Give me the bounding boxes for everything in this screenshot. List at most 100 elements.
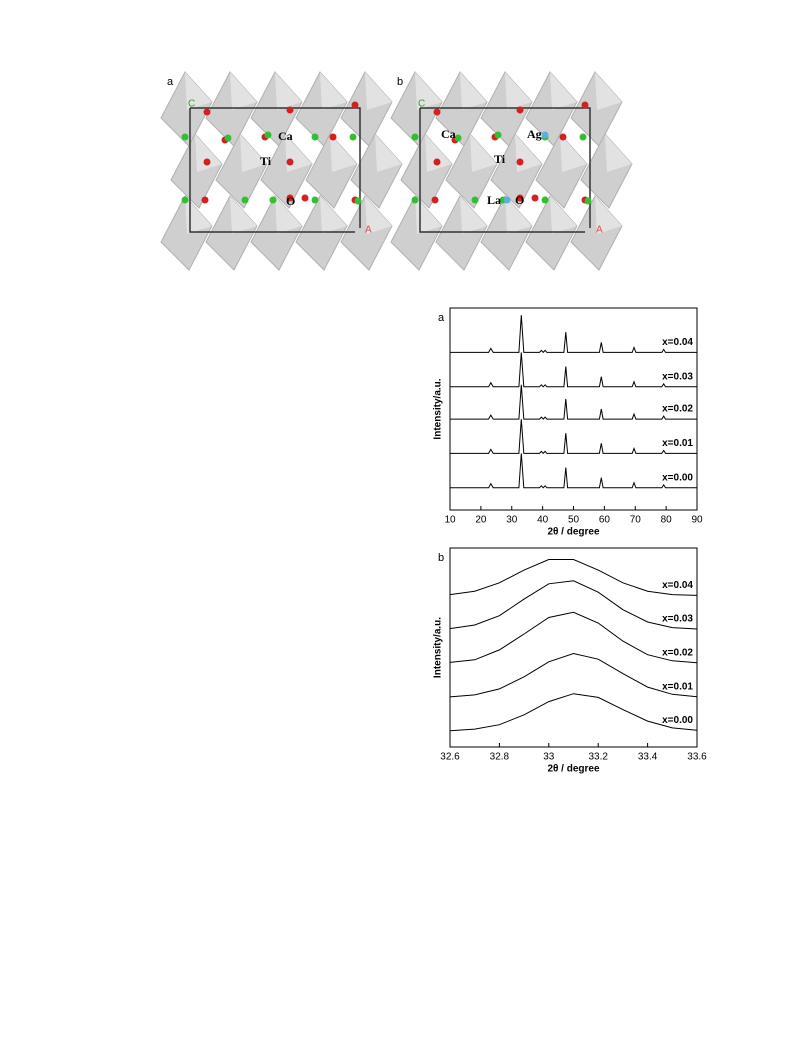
x-tick-label: 20: [475, 515, 487, 526]
calcium-atom: [349, 133, 357, 141]
oxygen-atom: [286, 194, 294, 202]
atom-label: La: [487, 193, 501, 207]
axis-label: A: [596, 225, 603, 236]
series-label: x=0.03: [662, 614, 693, 625]
series-label: x=0.00: [662, 715, 693, 726]
panel-label: a: [167, 76, 174, 88]
axis-label: A: [365, 225, 372, 236]
oxygen-atom: [516, 158, 524, 166]
octahedron-face: [460, 72, 487, 110]
octahedron-face: [230, 72, 257, 110]
panel-label: a: [438, 312, 445, 324]
octahedron-face: [330, 134, 357, 172]
calcium-atom: [311, 133, 319, 141]
oxygen-atom: [201, 196, 209, 204]
octahedron-face: [425, 134, 452, 172]
line-series: [449, 611, 698, 664]
oxygen-atom: [431, 196, 439, 204]
series-label: x=0.04: [662, 580, 693, 591]
octahedron-face: [460, 196, 487, 234]
line-series: [449, 559, 698, 596]
calcium-atom: [181, 196, 189, 204]
atom-label: Ca: [441, 127, 456, 141]
series-label: x=0.01: [662, 681, 693, 692]
unit-cell: [420, 107, 591, 228]
x-tick-label: 70: [630, 515, 642, 526]
axis-label: C: [188, 99, 195, 110]
line-series: [449, 693, 698, 732]
atom-label: Ag: [527, 127, 542, 141]
x-axis-title: 2θ / degree: [547, 764, 600, 775]
x-tick-label: 32.6: [440, 752, 460, 763]
calcium-atom: [454, 134, 462, 142]
octahedron-face: [185, 72, 212, 110]
structure-a: [160, 71, 403, 271]
oxygen-atom: [516, 106, 524, 114]
calcium-atom: [584, 197, 592, 205]
calcium-atom: [264, 131, 272, 139]
octahedron-face: [185, 196, 212, 234]
octahedron-face: [375, 134, 402, 172]
x-tick-label: 33.6: [687, 752, 707, 763]
line-series: [450, 419, 697, 455]
octahedron-face: [505, 72, 532, 110]
calcium-atom: [541, 196, 549, 204]
oxygen-atom: [286, 106, 294, 114]
calcium-atom: [411, 133, 419, 141]
octahedron-face: [320, 72, 347, 110]
dopant-atom: [541, 131, 549, 139]
x-tick-label: 33.4: [638, 752, 658, 763]
line-series: [449, 652, 698, 698]
line-series: [449, 580, 698, 630]
unit-cell: [419, 108, 585, 233]
x-tick-label: 33.2: [588, 752, 608, 763]
octahedron-face: [230, 196, 257, 234]
oxygen-atom: [433, 108, 441, 116]
octahedron-face: [275, 72, 302, 110]
structure-b: [390, 71, 633, 271]
x-axis-title: 2θ / degree: [547, 527, 600, 538]
oxygen-atom: [516, 194, 524, 202]
dopant-atom: [503, 196, 511, 204]
oxygen-atom: [329, 133, 337, 141]
octahedron-face: [595, 72, 622, 110]
octahedron-face: [195, 134, 222, 172]
x-tick-label: 50: [568, 515, 580, 526]
oxygen-atom: [286, 158, 294, 166]
calcium-atom: [494, 131, 502, 139]
line-series: [450, 315, 697, 354]
x-tick-label: 33: [543, 752, 555, 763]
oxygen-atom: [203, 108, 211, 116]
x-tick-label: 60: [599, 515, 611, 526]
octahedron-face: [415, 72, 442, 110]
calcium-atom: [269, 196, 277, 204]
calcium-atom: [354, 197, 362, 205]
octahedron-face: [365, 72, 392, 110]
oxygen-atom: [531, 194, 539, 202]
calcium-atom: [224, 134, 232, 142]
panel-label: b: [438, 552, 444, 564]
plot-frame: [449, 307, 698, 511]
panel-label: b: [397, 76, 403, 88]
calcium-atom: [411, 196, 419, 204]
series-label: x=0.03: [662, 371, 693, 382]
octahedron-face: [320, 196, 347, 234]
series-label: x=0.00: [662, 472, 693, 483]
axis-label: C: [418, 99, 425, 110]
calcium-atom: [471, 196, 479, 204]
octahedron-face: [415, 196, 442, 234]
octahedron-face: [365, 196, 392, 234]
calcium-atom: [579, 133, 587, 141]
series-label: x=0.04: [662, 337, 693, 348]
octahedron-face: [275, 196, 302, 234]
octahedron-face: [550, 196, 577, 234]
x-tick-label: 90: [691, 515, 703, 526]
calcium-atom: [241, 196, 249, 204]
atom-label: Ti: [494, 152, 506, 166]
atom-label: Ti: [260, 154, 272, 168]
octahedron-face: [605, 134, 632, 172]
unit-cell: [190, 107, 361, 228]
series-label: x=0.01: [662, 438, 693, 449]
line-series: [450, 384, 697, 420]
series-label: x=0.02: [662, 647, 693, 658]
